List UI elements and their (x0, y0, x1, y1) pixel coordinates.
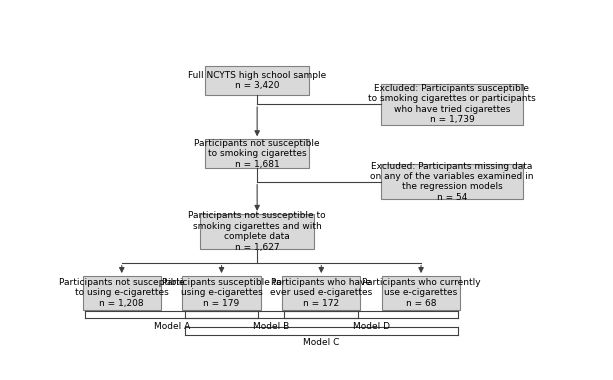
Text: Model A: Model A (153, 322, 190, 331)
FancyBboxPatch shape (83, 276, 161, 310)
FancyBboxPatch shape (381, 164, 524, 199)
Text: Participants not susceptible
to smoking cigarettes
n = 1,681: Participants not susceptible to smoking … (194, 139, 320, 169)
FancyBboxPatch shape (200, 214, 314, 249)
Text: Model D: Model D (352, 322, 390, 331)
FancyBboxPatch shape (205, 66, 310, 95)
Text: Participants not susceptible
to using e-cigarettes
n = 1,208: Participants not susceptible to using e-… (59, 278, 185, 308)
Text: Participants who currently
use e-cigarettes
n = 68: Participants who currently use e-cigaret… (362, 278, 481, 308)
FancyBboxPatch shape (282, 276, 360, 310)
FancyBboxPatch shape (182, 276, 261, 310)
Text: Participants who have
ever used e-cigarettes
n = 172: Participants who have ever used e-cigare… (270, 278, 373, 308)
Text: Excluded: Participants missing data
on any of the variables examined in
the regr: Excluded: Participants missing data on a… (370, 162, 534, 202)
FancyBboxPatch shape (382, 276, 460, 310)
Text: Model B: Model B (253, 322, 289, 331)
Text: Full NCYTS high school sample
n = 3,420: Full NCYTS high school sample n = 3,420 (188, 71, 326, 90)
Text: Excluded: Participants susceptible
to smoking cigarettes or participants
who hav: Excluded: Participants susceptible to sm… (368, 84, 536, 124)
Text: Model C: Model C (303, 338, 340, 347)
FancyBboxPatch shape (381, 84, 524, 125)
FancyBboxPatch shape (205, 139, 310, 168)
Text: Participants susceptible to
using e-cigarettes
n = 179: Participants susceptible to using e-ciga… (162, 278, 281, 308)
Text: Participants not susceptible to
smoking cigarettes and with
complete data
n = 1,: Participants not susceptible to smoking … (188, 211, 326, 252)
